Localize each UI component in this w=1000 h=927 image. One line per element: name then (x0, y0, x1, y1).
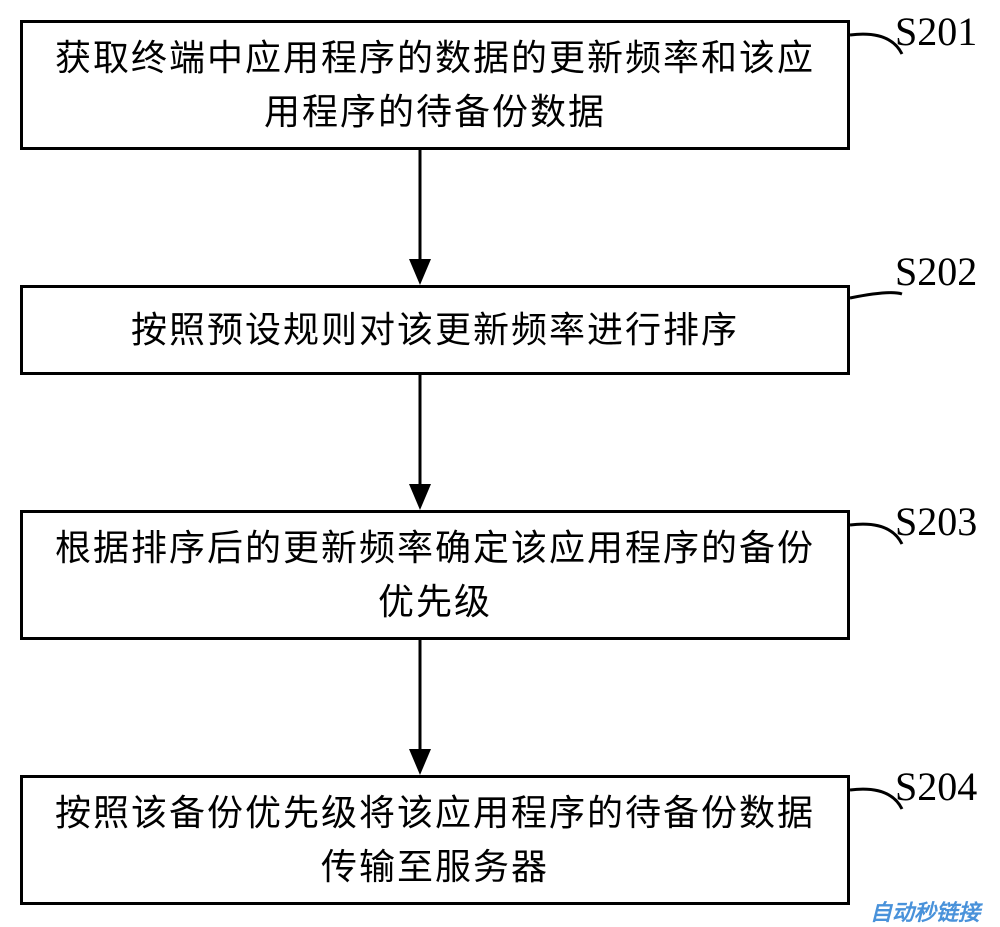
watermark-text: 自动秒链接 (870, 895, 980, 927)
flowchart-canvas: 获取终端中应用程序的数据的更新频率和该应用程序的待备份数据 S201 按照预设规… (0, 0, 1000, 927)
leader-s204 (0, 0, 1000, 927)
